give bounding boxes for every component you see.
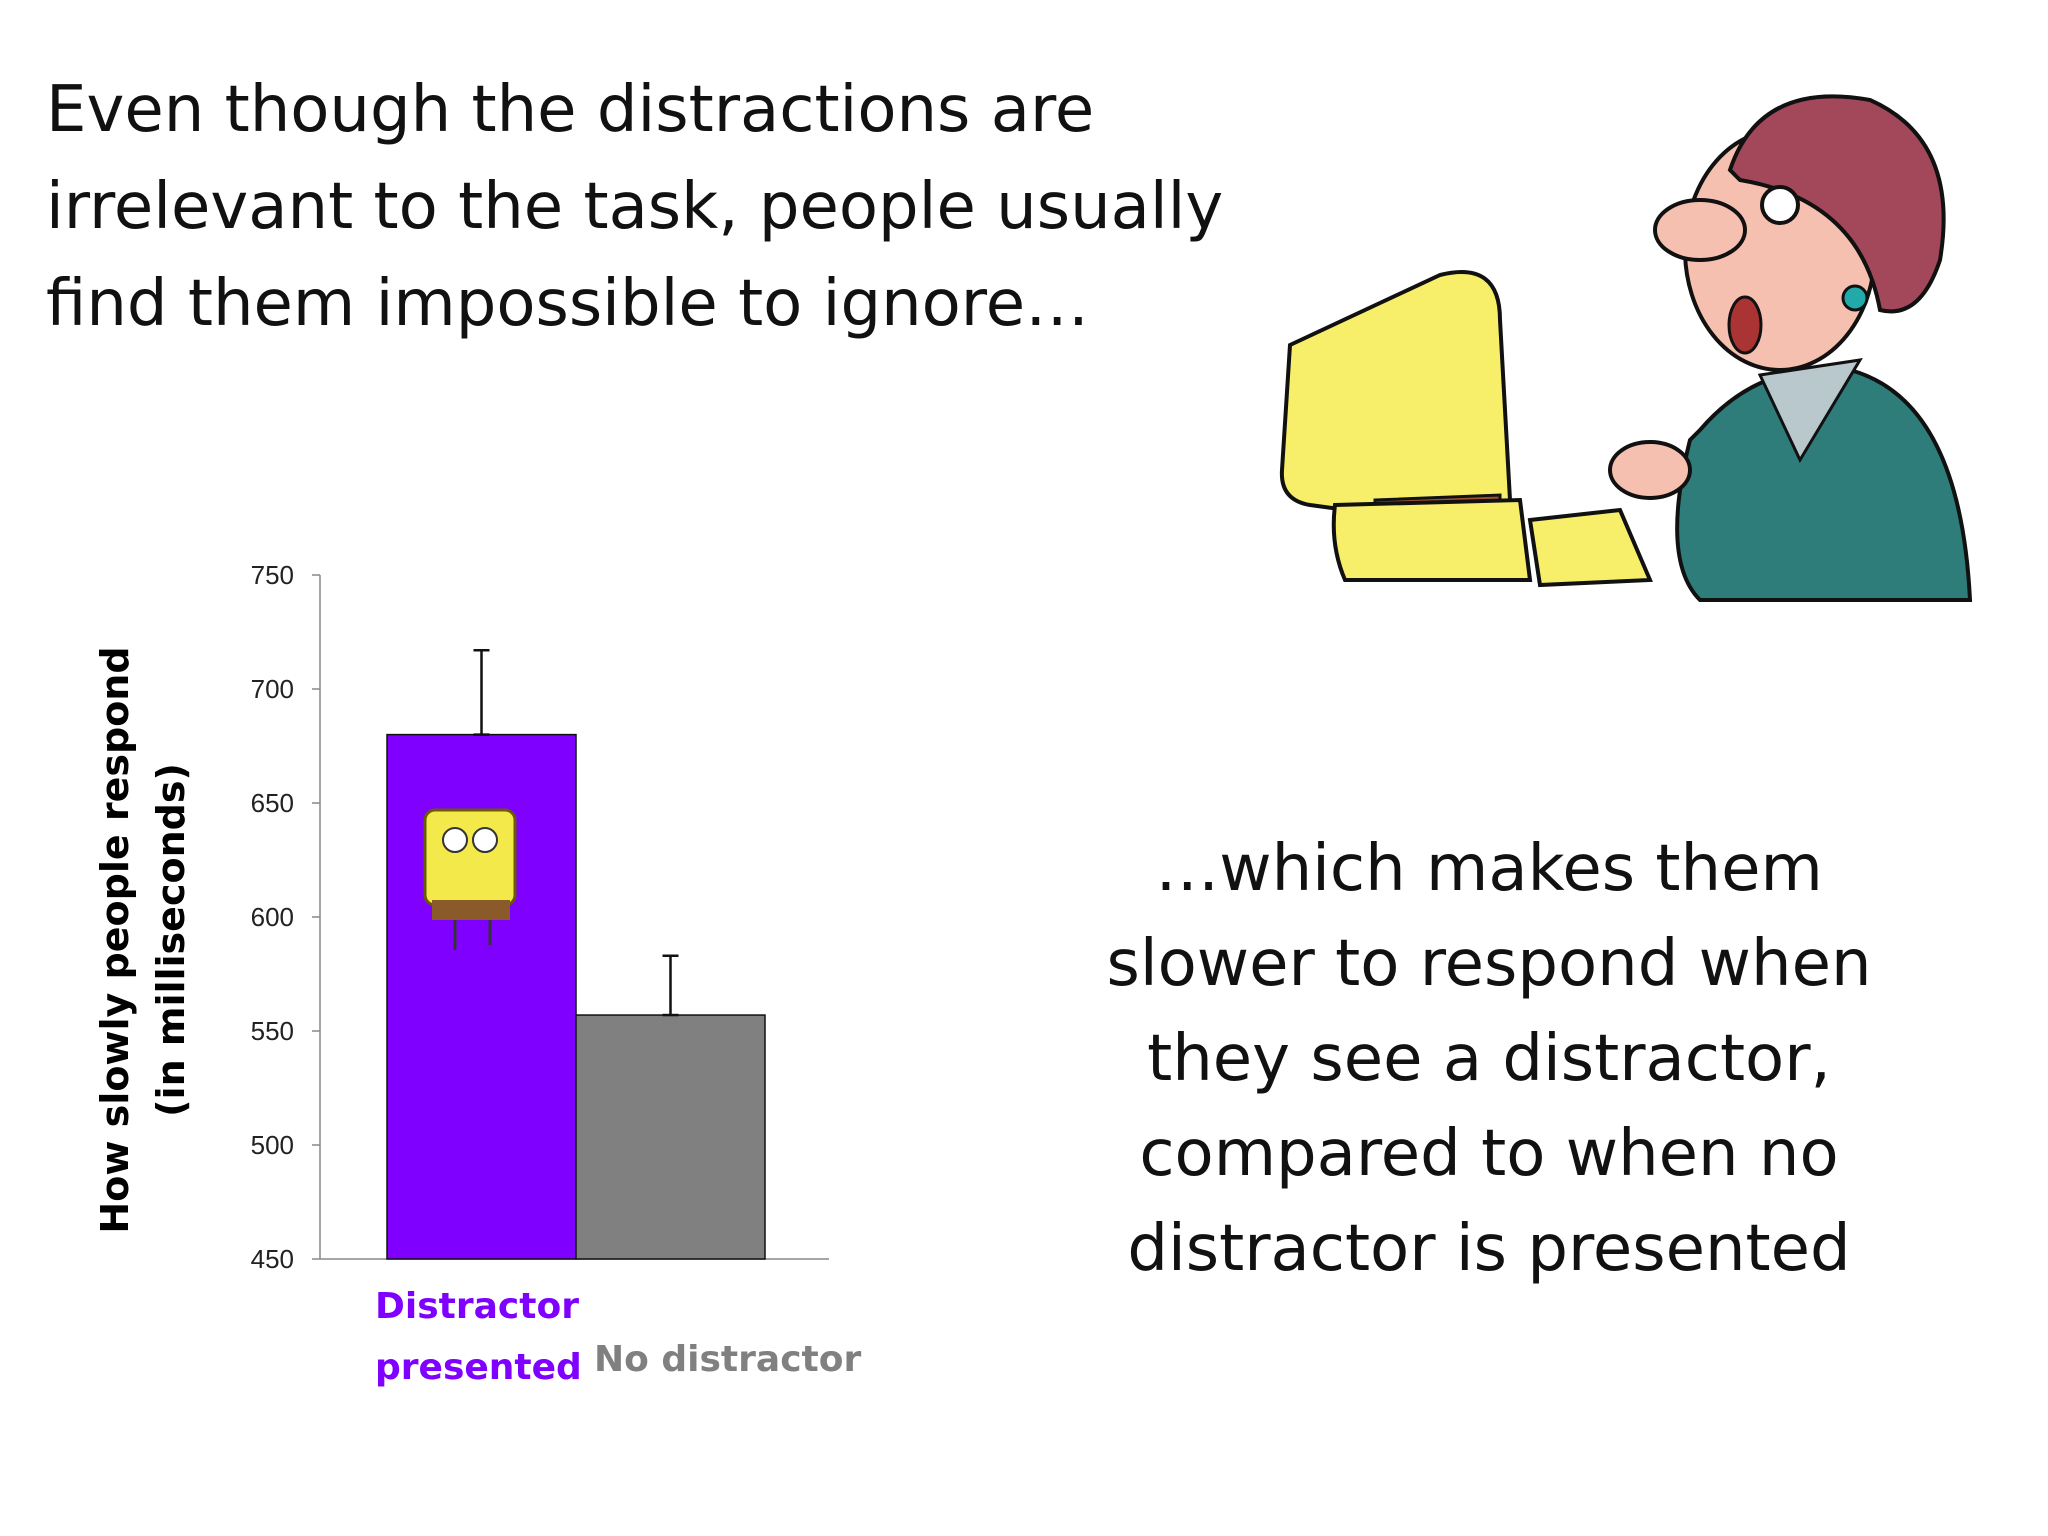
cartoon-sponge xyxy=(423,808,517,950)
caption-line: slower to respond when xyxy=(1106,927,1871,1001)
sponge-eye xyxy=(442,827,468,853)
x-tick-label: Distractor presented xyxy=(375,1286,582,1388)
y-tick-label: 500 xyxy=(251,1130,294,1160)
caption: …which makes them slower to respond when t… xyxy=(1106,832,1871,1286)
sponge-body xyxy=(423,808,517,907)
y-tick-label: 700 xyxy=(251,674,294,704)
y-tick-label: 750 xyxy=(251,560,294,590)
bar-chart: 450 500 550 600 650 700 750 xyxy=(251,560,829,1274)
y-axis-label: (in milliseconds) xyxy=(149,763,193,1117)
y-tick-label: 600 xyxy=(251,902,294,932)
y-tick-label: 550 xyxy=(251,1016,294,1046)
heading-line: find them impossible to ignore… xyxy=(46,267,1089,341)
y-tick-label: 650 xyxy=(251,788,294,818)
error-bar xyxy=(662,954,679,1017)
y-axis-label: How slowly people respond xyxy=(93,646,137,1233)
sponge-pants xyxy=(432,900,510,920)
caption-line: compared to when no xyxy=(1139,1117,1838,1191)
caption-line: …which makes them xyxy=(1155,832,1823,906)
caption-line: they see a distractor, xyxy=(1147,1022,1831,1096)
x-tick-label: No distractor xyxy=(594,1339,862,1380)
heading-line: Even though the distractions are xyxy=(46,73,1094,147)
heading-line: irrelevant to the task, people usually xyxy=(46,170,1223,244)
y-tick-label: 450 xyxy=(251,1244,294,1274)
bar xyxy=(575,1014,766,1260)
cartoon-computer-user xyxy=(1279,94,1973,602)
caption-line: distractor is presented xyxy=(1127,1212,1850,1286)
error-bar xyxy=(473,648,490,736)
sponge-eye xyxy=(472,827,498,853)
